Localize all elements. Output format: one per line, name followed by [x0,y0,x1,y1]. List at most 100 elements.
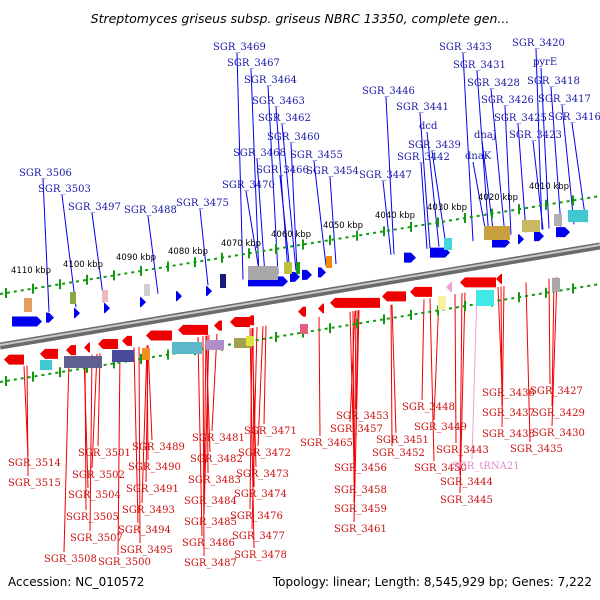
top-leader-line [275,106,289,273]
top-gene-label: SGR_3464 [244,75,297,86]
feature-box [444,238,452,250]
reverse-genes [4,273,502,365]
bottom-leader-line [249,327,253,510]
bottom-leader-line [211,333,218,432]
top-leader-line [279,175,291,272]
scale-label: 4080 kbp [168,247,208,257]
bottom-gene-label: SGR_3500 [98,557,151,568]
feature-box [142,348,150,360]
top-leader-line [540,67,550,229]
bottom-gene-label: SGR_3458 [334,485,387,496]
genome-stats-text: Topology: linear; Length: 8,545,929 bp; … [272,575,592,589]
scale-label: 4020 kbp [478,193,518,203]
bottom-gene-label: SGR_3452 [372,448,425,459]
top-leader-line [420,162,428,249]
bottom-leader-line [97,353,101,447]
reverse-gene-arrow [66,345,76,356]
scale-label: 4050 kbp [323,221,363,231]
bottom-gene-label: SGR_3495 [120,545,173,556]
reverse-gene-arrow [98,339,118,349]
feature-box [326,256,332,268]
feature-box [112,350,134,362]
top-gene-label: SGR_3420 [512,38,565,49]
scale-label: 4100 kbp [63,260,103,270]
bottom-gene-label: SGR_3508 [44,554,97,565]
chromosome-backbone-highlight [0,244,600,346]
feature-box [296,262,300,274]
bottom-leader-line [89,354,93,532]
top-gene-label: SGR_3460 [267,132,320,143]
reverse-gene-arrow [178,324,208,335]
top-leader-line [517,123,527,233]
bottom-gene-label: SGR_3504 [68,490,121,501]
top-gene-label: SGR_3468 [233,148,286,159]
reverse-gene-arrow [446,282,452,293]
scale-label: 4040 kbp [375,211,415,221]
top-leader-line [504,105,512,235]
top-gene-label: SGR_3418 [527,76,580,87]
top-leader-line [426,131,440,247]
feature-box [284,262,292,274]
top-gene-label: SGR_3433 [439,42,492,53]
top-leader-line [91,212,105,303]
feature-boxes [24,210,588,370]
bottom-gene-label: SGR_3482 [190,454,243,465]
scale-labels: 4010 kbp 4020 kbp 4030 kbp 4040 kbp 4050 kbp… [11,182,569,276]
top-gene-label: SGR_3455 [290,150,343,161]
bottom-leader-line [145,345,149,483]
reverse-gene-arrow [460,277,496,288]
feature-box [476,290,494,306]
scale-label: 4110 kbp [11,266,51,276]
bottom-leader-line [141,345,148,504]
feature-box [206,340,224,350]
bottom-leader-line [429,298,435,462]
bottom-leader-line [263,325,267,425]
top-gene-label: dnaJ [474,130,497,141]
top-leader-line [382,180,392,255]
bottom-gene-label: SGR_3461 [334,524,387,535]
top-gene-label: SGR_3475 [176,198,229,209]
top-gene-label: dnaK [465,151,492,162]
feature-box [102,290,108,302]
bottom-leader-line [471,290,478,460]
top-gene-label: SGR_3426 [481,95,534,106]
bottom-gene-label: SGR_3493 [122,505,175,516]
forward-gene-arrow [302,269,312,280]
top-gene-label: SGR_3488 [124,205,177,216]
reverse-gene-arrow [84,342,90,353]
bottom-leader-line [459,292,466,494]
top-gene-label: pyrE [533,57,557,68]
bottom-gene-label: SGR_3489 [132,442,185,453]
feature-box [70,292,76,304]
map-title: Streptomyces griseus subsp. griseus NBRC… [91,11,510,26]
forward-gene-arrow [140,297,146,308]
bottom-leader-line [133,347,139,524]
bottom-leader-line [391,304,397,434]
bottom-gene-label: SGR_3436 [482,388,535,399]
bottom-gene-label: SGR_3435 [510,444,563,455]
bottom-gene-label: SGR_3487 [184,558,237,569]
top-gene-label: SGR_3469 [213,42,266,53]
bottom-gene-label: SGR_3448 [402,402,455,413]
bottom-gene-label: SGR_3427 [530,386,583,397]
feature-box [484,226,510,240]
top-leader-line [199,208,209,286]
reverse-gene-arrow [246,315,254,326]
top-gene-label: SGR_3425 [494,113,547,124]
top-leader-line [481,140,495,238]
bottom-gene-label: SGR_3502 [72,470,125,481]
top-gene-label: SGR_3416 [548,112,600,123]
top-leader-line [245,190,261,277]
bottom-leader-line [551,277,555,407]
top-gene-label: SGR_3431 [453,60,506,71]
top-leader-line [42,178,50,312]
bottom-gene-label: SGR_3437 [482,408,535,419]
feature-box [248,266,278,280]
feature-box [64,356,102,368]
bottom-gene-label: SGR_3429 [532,408,585,419]
feature-box [24,298,32,312]
top-gene-label: SGR_3447 [359,170,412,181]
scale-label: 4030 kbp [427,203,467,213]
bottom-gene-label: SGR_3456 [334,463,387,474]
